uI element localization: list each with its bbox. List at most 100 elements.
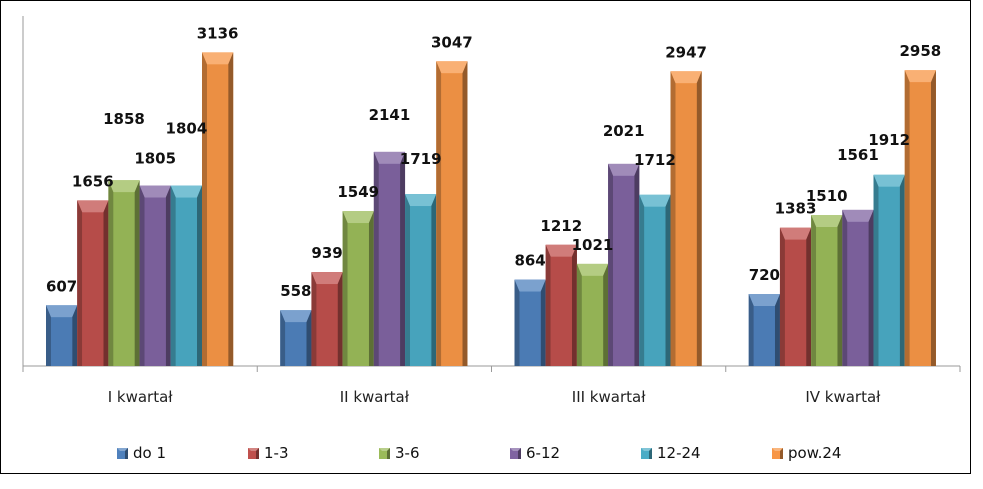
bar-left-bevel [545, 244, 551, 366]
bar-left-bevel [77, 200, 83, 366]
bar-inner-face [441, 73, 463, 367]
bar-left-bevel [170, 185, 176, 366]
bar-inner-face [613, 175, 635, 366]
bar-top-bevel [639, 194, 671, 207]
bar-right-bevel [806, 227, 812, 366]
bar-inner-face [675, 83, 697, 367]
bar-right-bevel [462, 61, 468, 367]
value-label: 607 [46, 277, 77, 295]
value-label: 1719 [400, 150, 442, 168]
bar-right-bevel [634, 163, 640, 366]
value-label: 1021 [572, 236, 614, 254]
legend-swatch-side [780, 448, 783, 459]
bar-inner-face [847, 221, 869, 366]
bar-top-bevel [545, 244, 577, 257]
legend-swatch [379, 448, 390, 459]
bar-top-bevel [342, 211, 374, 224]
value-label: 1805 [134, 150, 176, 168]
bar-inner-face [519, 291, 541, 366]
bar-inner-face [909, 82, 931, 366]
value-label: 3047 [431, 33, 473, 51]
legend-swatch [248, 448, 259, 459]
bar-left-bevel [748, 294, 754, 366]
bar-right-bevel [899, 174, 905, 366]
bar-top-bevel [170, 185, 202, 198]
bar-top-bevel [311, 272, 343, 285]
bar-3-6-2 [342, 211, 374, 366]
legend-swatch [117, 448, 128, 459]
bar-left-bevel [670, 71, 676, 367]
bar-right-bevel [431, 194, 437, 366]
bar-right-bevel [540, 279, 546, 366]
legend-entry: do 1 [117, 444, 166, 462]
bar-left-bevel [311, 272, 317, 366]
bar-pow.24-4 [904, 70, 936, 366]
category-label: IV kwartał [805, 388, 881, 406]
bar-3-6-3 [576, 263, 609, 366]
bar-inner-face [175, 197, 197, 366]
legend-swatch-bevel [117, 448, 128, 451]
bar-left-bevel [280, 310, 286, 366]
bar-inner-face [347, 223, 369, 366]
bar-top-bevel [436, 61, 468, 74]
bar-do 1-3 [514, 279, 546, 366]
bar-inner-face [878, 186, 900, 366]
legend-swatch [641, 448, 652, 459]
bar-do 1-1 [46, 305, 78, 366]
bar-6-12-3 [608, 163, 640, 366]
bar-do 1-2 [280, 310, 312, 366]
bar-1-3-3 [545, 244, 577, 366]
bar-right-bevel [72, 305, 78, 366]
legend-swatch-bevel [772, 448, 783, 451]
bar-left-bevel [108, 180, 114, 366]
bar-top-bevel [373, 151, 406, 164]
bar-top-bevel [873, 174, 905, 187]
bar-top-bevel [139, 185, 171, 198]
legend-entry: 3-6 [379, 444, 420, 462]
bar-top-bevel [670, 71, 702, 84]
bar-top-bevel [608, 163, 640, 176]
legend-label: do 1 [133, 444, 166, 462]
bar-left-bevel [904, 70, 910, 366]
bar-left-bevel [842, 209, 848, 366]
value-label: 1561 [837, 146, 879, 164]
legend-label: 12-24 [657, 444, 701, 462]
bar-left-bevel [202, 52, 207, 367]
bar-3-6-4 [811, 215, 843, 366]
bar-12-24-1 [170, 185, 202, 366]
legend-swatch-side [256, 448, 259, 459]
legend-entry: 1-3 [248, 444, 289, 462]
bar-right-bevel [368, 211, 374, 366]
legend: do 1 1-3 3-6 6-12 12-24 pow.24 [117, 444, 841, 462]
bar-right-bevel [696, 71, 702, 367]
value-label: 3136 [197, 24, 239, 42]
bar-inner-face [753, 306, 775, 366]
bar-do 1-4 [748, 294, 780, 366]
bar-left-bevel [139, 185, 145, 366]
bar-pow.24-1 [202, 52, 234, 367]
value-labels: 607 1656 1858 1805 1804 3136 558 939 1549 2141 171… [46, 24, 941, 300]
category-label: III kwartał [572, 388, 646, 406]
bar-top-bevel [77, 200, 109, 213]
legend-swatch-side [387, 448, 390, 459]
bar-top-bevel [811, 215, 843, 227]
bar-pow.24-3 [670, 71, 702, 367]
bar-inner-face [51, 317, 73, 366]
bar-6-12-2 [373, 151, 406, 366]
legend-swatch-side [649, 448, 652, 459]
value-label: 2021 [603, 122, 645, 140]
bar-top-bevel [904, 70, 936, 83]
bar-right-bevel [930, 70, 936, 366]
bar-left-bevel [373, 151, 379, 366]
category-label: II kwartał [340, 388, 410, 406]
bar-right-bevel [165, 185, 171, 366]
bar-right-bevel [337, 272, 343, 366]
bar-right-bevel [868, 209, 874, 366]
legend-label: 1-3 [264, 444, 289, 462]
value-label: 558 [280, 282, 311, 300]
value-label: 864 [514, 252, 545, 270]
bar-inner-face [285, 322, 307, 366]
bar-inner-face [410, 206, 432, 366]
bar-top-bevel [108, 180, 140, 193]
